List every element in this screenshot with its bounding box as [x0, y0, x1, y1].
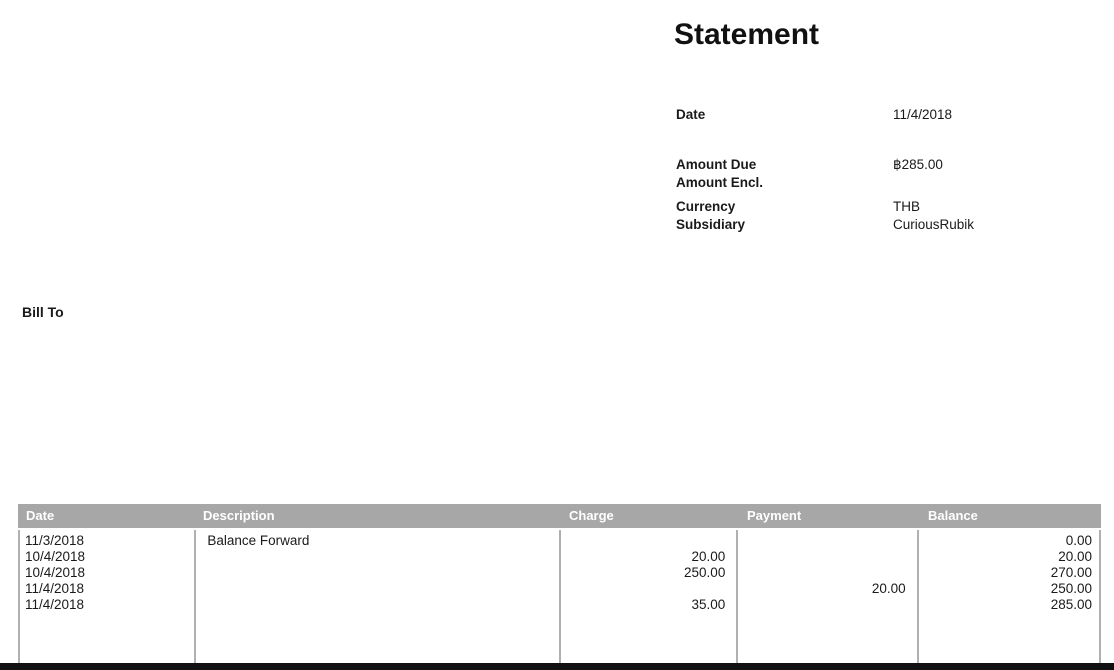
date-label: Date — [676, 107, 706, 122]
date-value: 11/4/2018 — [893, 107, 953, 122]
column-header-balance: Balance — [928, 508, 978, 523]
info-row-amount-due: Amount Due ฿285.00 — [676, 156, 974, 174]
table-cell-balance: 285.00 — [1050, 597, 1092, 612]
table-cell-balance: 20.00 — [1058, 549, 1092, 564]
page-bottom-rule — [0, 663, 1114, 670]
table-cell-charge: 250.00 — [684, 565, 726, 580]
table-cell-charge: 35.00 — [691, 597, 726, 612]
table-cell-payment — [738, 565, 916, 581]
currency-label: Currency — [676, 199, 736, 214]
info-row-currency: Currency THB — [676, 198, 974, 216]
table-column-date: 11/3/2018 10/4/2018 10/4/2018 11/4/2018 11/4… — [20, 530, 197, 663]
table-cell-description — [196, 549, 559, 565]
info-spacer — [676, 124, 974, 156]
table-column-description: Balance Forward — [196, 530, 561, 663]
subsidiary-value: CuriousRubik — [893, 217, 975, 232]
table-cell-payment — [738, 597, 916, 613]
column-header-charge: Charge — [569, 508, 614, 523]
table-cell-date: 10/4/2018 — [25, 549, 86, 564]
table-cell-balance: 250.00 — [1050, 581, 1092, 596]
subsidiary-label: Subsidiary — [676, 217, 746, 232]
table-cell-payment: 20.00 — [871, 581, 906, 596]
table-cell-date: 10/4/2018 — [25, 565, 86, 580]
column-header-payment: Payment — [747, 508, 802, 523]
table-cell-date: 11/4/2018 — [25, 597, 85, 612]
info-row-amount-encl: Amount Encl. — [676, 174, 974, 192]
table-column-payment: 20.00 — [738, 530, 919, 663]
table-cell-payment — [738, 533, 916, 549]
info-row-date: Date 11/4/2018 — [676, 106, 974, 124]
table-cell-description — [196, 581, 559, 597]
page-title: Statement — [674, 18, 820, 51]
table-column-charge: 20.00 250.00 35.00 — [561, 530, 739, 663]
info-row-subsidiary: Subsidiary CuriousRubik — [676, 216, 974, 234]
table-cell-date: 11/4/2018 — [25, 581, 85, 596]
currency-value: THB — [893, 199, 920, 214]
table-cell-description: Balance Forward — [207, 533, 310, 548]
table-cell-charge — [561, 581, 736, 597]
table-cell-description — [196, 565, 559, 581]
table-cell-balance: 0.00 — [1065, 533, 1092, 548]
bill-to-label: Bill To — [22, 304, 64, 320]
amount-due-value: ฿285.00 — [893, 157, 943, 172]
table-cell-charge: 20.00 — [691, 549, 726, 564]
table-column-balance: 0.00 20.00 270.00 250.00 285.00 — [919, 530, 1099, 663]
transactions-table: Date Description Charge Payment Balance … — [18, 504, 1101, 663]
table-cell-date: 11/3/2018 — [25, 533, 85, 548]
table-cell-charge — [561, 533, 736, 549]
table-body: 11/3/2018 10/4/2018 10/4/2018 11/4/2018 11/4… — [18, 530, 1101, 663]
table-cell-balance: 270.00 — [1050, 565, 1092, 580]
amount-encl-label: Amount Encl. — [676, 175, 763, 190]
table-header-row: Date Description Charge Payment Balance — [18, 504, 1101, 528]
column-header-date: Date — [26, 508, 55, 523]
amount-due-label: Amount Due — [676, 157, 757, 172]
statement-info-block: Date 11/4/2018 Amount Due ฿285.00 Amount… — [676, 106, 974, 234]
table-cell-description — [196, 597, 559, 613]
table-cell-payment — [738, 549, 916, 565]
column-header-description: Description — [203, 508, 275, 523]
